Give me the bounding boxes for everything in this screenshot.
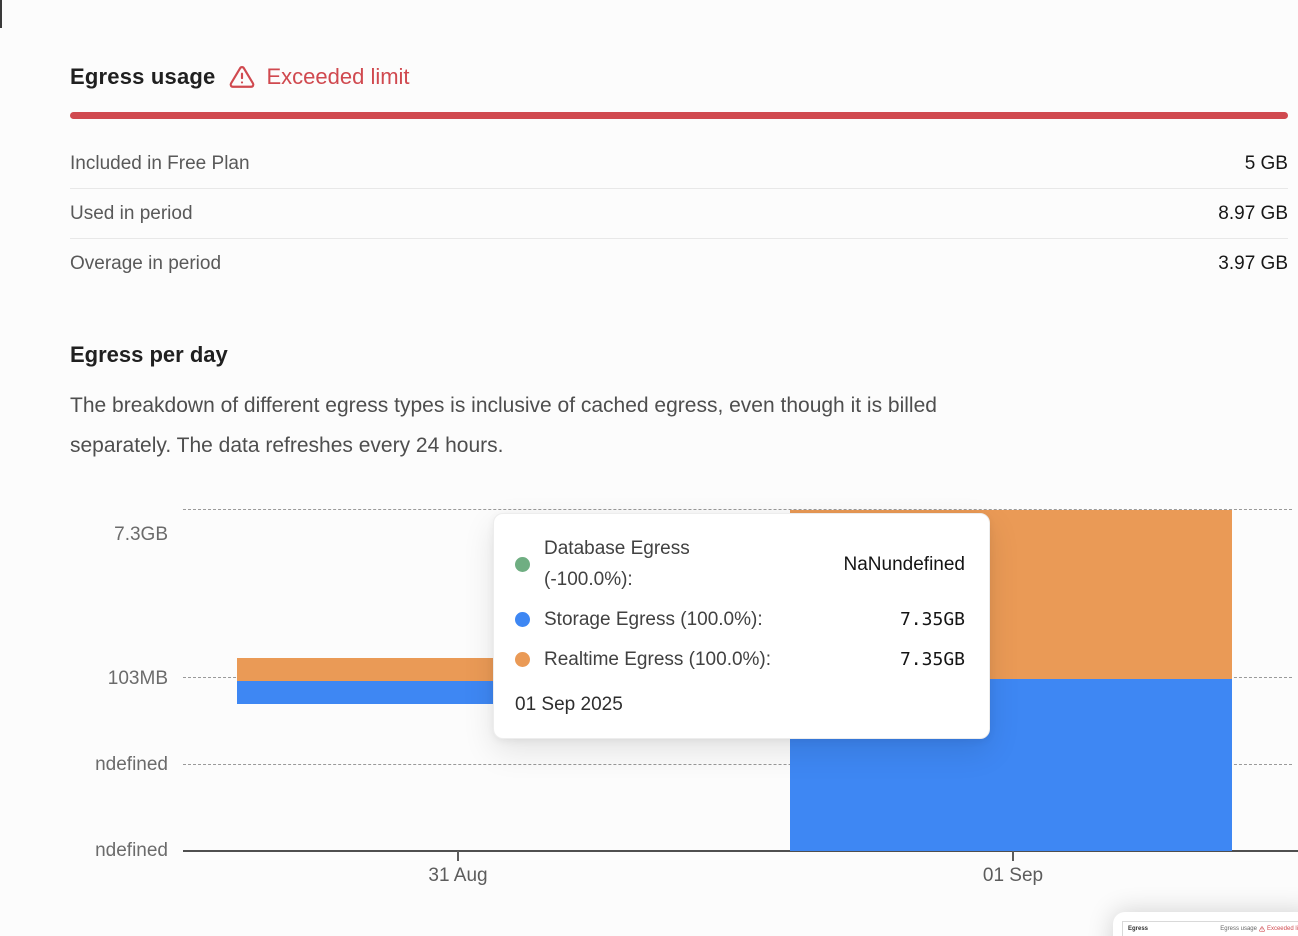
mini-preview-window[interactable]: Egress Egress usage Exceeded limit xyxy=(1113,912,1298,936)
x-axis-label: 01 Sep xyxy=(982,865,1044,886)
tooltip-row-storage: Storage Egress (100.0%): 7.35GB xyxy=(515,604,965,635)
tooltip-date: 01 Sep 2025 xyxy=(515,694,623,715)
mini-status-group: Egress usage Exceeded limit xyxy=(1220,926,1298,932)
status-label: Exceeded limit xyxy=(266,64,410,89)
realtime-series-dot xyxy=(515,652,530,667)
scrollbar-remnant xyxy=(0,0,2,28)
y-axis-label: 7.3GB xyxy=(114,524,168,545)
y-axis-label: 103MB xyxy=(107,668,168,689)
row-value: 5 GB xyxy=(1244,152,1288,174)
table-row: Included in Free Plan 5 GB xyxy=(70,139,1288,189)
row-label: Overage in period xyxy=(70,252,222,274)
mini-preview-content: Egress Egress usage Exceeded limit xyxy=(1122,921,1298,936)
grid-line xyxy=(183,764,1292,765)
storage-series-dot xyxy=(515,612,530,627)
mini-usage-label: Egress usage xyxy=(1220,926,1257,932)
x-axis-tick-mark xyxy=(1012,851,1014,861)
usage-progress-bar xyxy=(70,112,1288,119)
table-row: Used in period 8.97 GB xyxy=(70,189,1288,239)
usage-summary-table: Included in Free Plan 5 GB Used in perio… xyxy=(70,139,1288,288)
y-axis-label: ndefined xyxy=(95,840,168,861)
warning-triangle-icon xyxy=(230,66,255,88)
grid-line xyxy=(183,509,1292,510)
mini-warning-triangle-icon xyxy=(1259,926,1265,932)
tooltip-label: Realtime Egress (100.0%): xyxy=(544,649,772,670)
tooltip-value: NaNundefined xyxy=(843,553,965,575)
tooltip-row-database: Database Egress (-100.0%): NaNundefined xyxy=(515,533,965,595)
x-axis-label: 31 Aug xyxy=(428,865,488,886)
database-series-dot xyxy=(515,556,530,572)
section-description: The breakdown of different egress types … xyxy=(70,386,937,466)
description-line-1: The breakdown of different egress types … xyxy=(70,394,937,417)
description-line-2: separately. The data refreshes every 24 … xyxy=(70,434,504,457)
x-axis-tick-mark xyxy=(457,851,459,861)
table-row: Overage in period 3.97 GB xyxy=(70,239,1288,288)
tooltip-row-realtime: Realtime Egress (100.0%): 7.35GB xyxy=(515,644,965,675)
x-axis-line xyxy=(183,850,1298,852)
row-value: 8.97 GB xyxy=(1218,202,1288,224)
row-value: 3.97 GB xyxy=(1218,252,1288,274)
row-label: Used in period xyxy=(70,202,193,224)
tooltip-label: Storage Egress (100.0%): xyxy=(544,609,763,630)
y-axis-label: ndefined xyxy=(95,754,168,775)
chart-tooltip: Database Egress (-100.0%): NaNundefined … xyxy=(493,513,990,739)
mini-egress-label: Egress xyxy=(1128,926,1149,932)
tooltip-value: 7.35GB xyxy=(899,609,965,630)
tooltip-value: 7.35GB xyxy=(899,649,965,670)
exceeded-limit-status: Exceeded limit xyxy=(229,64,410,90)
egress-usage-header: Egress usage Exceeded limit xyxy=(70,64,410,90)
page-title: Egress usage xyxy=(70,64,216,89)
row-label: Included in Free Plan xyxy=(70,152,250,174)
mini-exceeded-label: Exceeded limit xyxy=(1266,926,1298,932)
tooltip-label: Database Egress (-100.0%): xyxy=(544,538,690,590)
section-title: Egress per day xyxy=(70,342,228,367)
